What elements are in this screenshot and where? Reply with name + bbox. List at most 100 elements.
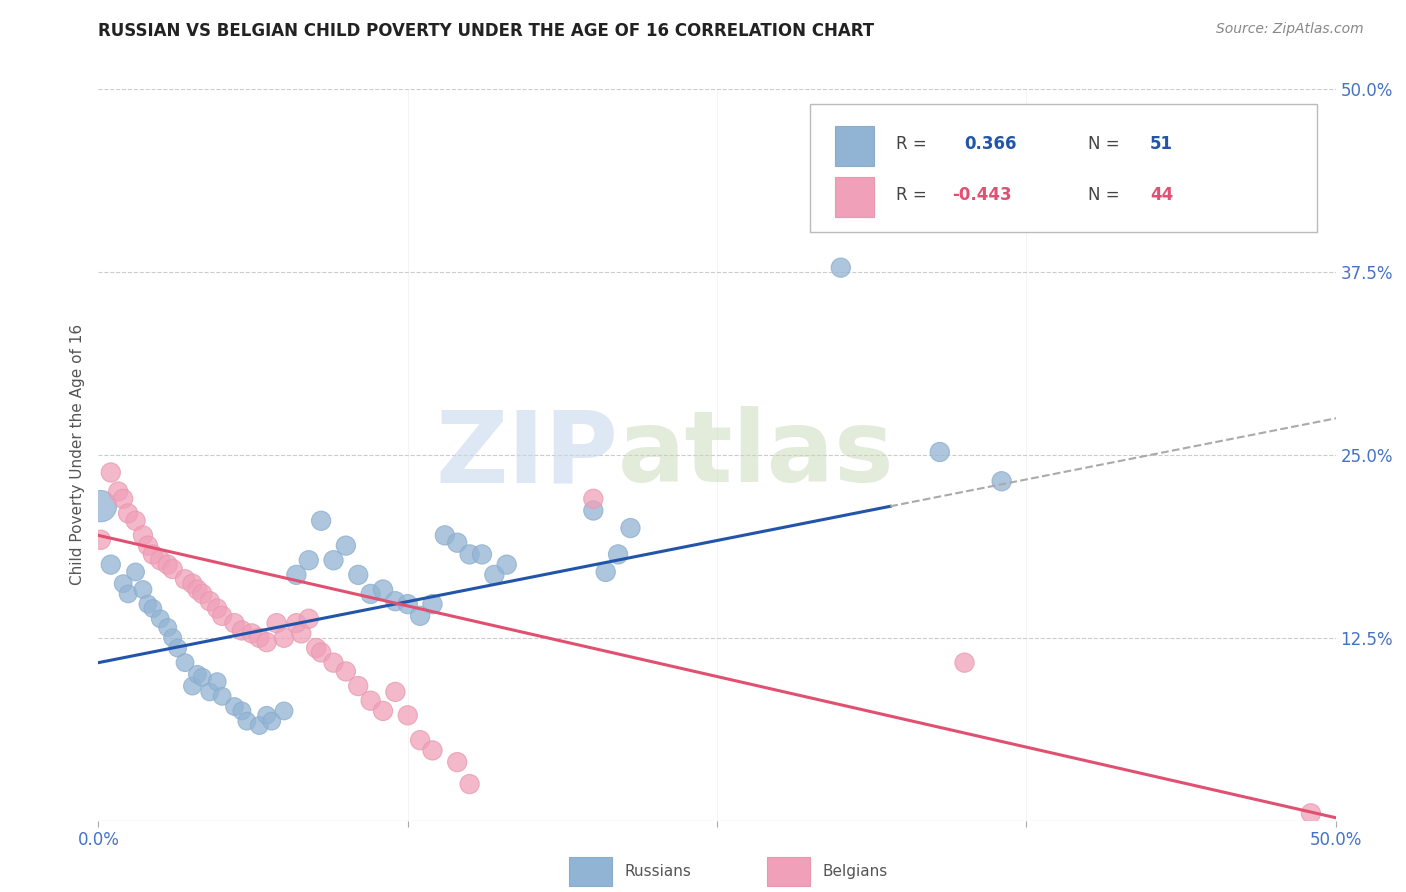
Point: [446, 755, 468, 769]
Point: [396, 708, 419, 723]
Point: [990, 475, 1012, 489]
Point: [322, 656, 344, 670]
Point: [458, 548, 481, 562]
Point: [162, 631, 184, 645]
Point: [132, 528, 155, 542]
Point: [446, 535, 468, 549]
Point: [285, 567, 308, 582]
Point: [256, 708, 278, 723]
Point: [124, 514, 146, 528]
Point: [371, 582, 394, 597]
Point: [100, 466, 122, 480]
Point: [471, 548, 494, 562]
Point: [142, 548, 165, 562]
Point: [181, 679, 204, 693]
Text: N =: N =: [1088, 186, 1119, 204]
Point: [181, 576, 204, 591]
Point: [240, 626, 263, 640]
Point: [266, 616, 288, 631]
Point: [132, 582, 155, 597]
Point: [231, 704, 253, 718]
Point: [484, 567, 506, 582]
Point: [156, 621, 179, 635]
Point: [582, 503, 605, 517]
Point: [433, 528, 456, 542]
Point: [117, 507, 139, 521]
Point: [607, 548, 630, 562]
Point: [136, 597, 159, 611]
Point: [174, 656, 197, 670]
Point: [186, 582, 208, 597]
Point: [142, 601, 165, 615]
Point: [156, 558, 179, 572]
Point: [260, 714, 283, 728]
Point: [953, 656, 976, 670]
Text: 44: 44: [1150, 186, 1174, 204]
Point: [347, 679, 370, 693]
Bar: [568, 857, 612, 887]
Text: -0.443: -0.443: [952, 186, 1012, 204]
Text: RUSSIAN VS BELGIAN CHILD POVERTY UNDER THE AGE OF 16 CORRELATION CHART: RUSSIAN VS BELGIAN CHILD POVERTY UNDER T…: [98, 22, 875, 40]
Point: [224, 616, 246, 631]
Point: [298, 612, 321, 626]
Text: 0.366: 0.366: [965, 135, 1017, 153]
Point: [495, 558, 517, 572]
Point: [174, 572, 197, 586]
Point: [205, 601, 228, 615]
Point: [90, 533, 112, 547]
Point: [198, 685, 221, 699]
Point: [191, 587, 214, 601]
Point: [186, 667, 208, 681]
Point: [290, 626, 312, 640]
Point: [107, 484, 129, 499]
Point: [191, 670, 214, 684]
Point: [305, 640, 328, 655]
Point: [211, 608, 233, 623]
Point: [817, 162, 839, 177]
Text: Belgians: Belgians: [823, 864, 887, 880]
Text: R =: R =: [897, 186, 927, 204]
Point: [1299, 806, 1322, 821]
Point: [384, 594, 406, 608]
Point: [247, 718, 270, 732]
Text: Source: ZipAtlas.com: Source: ZipAtlas.com: [1216, 22, 1364, 37]
Point: [224, 699, 246, 714]
Point: [136, 539, 159, 553]
Text: N =: N =: [1088, 135, 1119, 153]
Point: [322, 553, 344, 567]
Point: [582, 491, 605, 506]
Point: [830, 260, 852, 275]
Point: [309, 645, 332, 659]
Point: [100, 558, 122, 572]
Point: [595, 565, 617, 579]
Point: [335, 539, 357, 553]
Text: Russians: Russians: [624, 864, 692, 880]
Bar: [835, 177, 875, 218]
Point: [256, 635, 278, 649]
Y-axis label: Child Poverty Under the Age of 16: Child Poverty Under the Age of 16: [69, 325, 84, 585]
FancyBboxPatch shape: [810, 103, 1317, 232]
Point: [211, 690, 233, 704]
Point: [384, 685, 406, 699]
Point: [124, 565, 146, 579]
Point: [205, 674, 228, 689]
Point: [247, 631, 270, 645]
Point: [231, 624, 253, 638]
Point: [149, 553, 172, 567]
Text: R =: R =: [897, 135, 927, 153]
Point: [422, 743, 444, 757]
Point: [117, 587, 139, 601]
Bar: [835, 126, 875, 166]
Point: [166, 640, 188, 655]
Point: [112, 491, 135, 506]
Point: [409, 608, 432, 623]
Point: [347, 567, 370, 582]
Point: [298, 553, 321, 567]
Point: [309, 514, 332, 528]
Point: [273, 631, 295, 645]
Text: 51: 51: [1150, 135, 1173, 153]
Point: [396, 597, 419, 611]
Point: [422, 597, 444, 611]
Text: atlas: atlas: [619, 407, 894, 503]
Point: [162, 562, 184, 576]
